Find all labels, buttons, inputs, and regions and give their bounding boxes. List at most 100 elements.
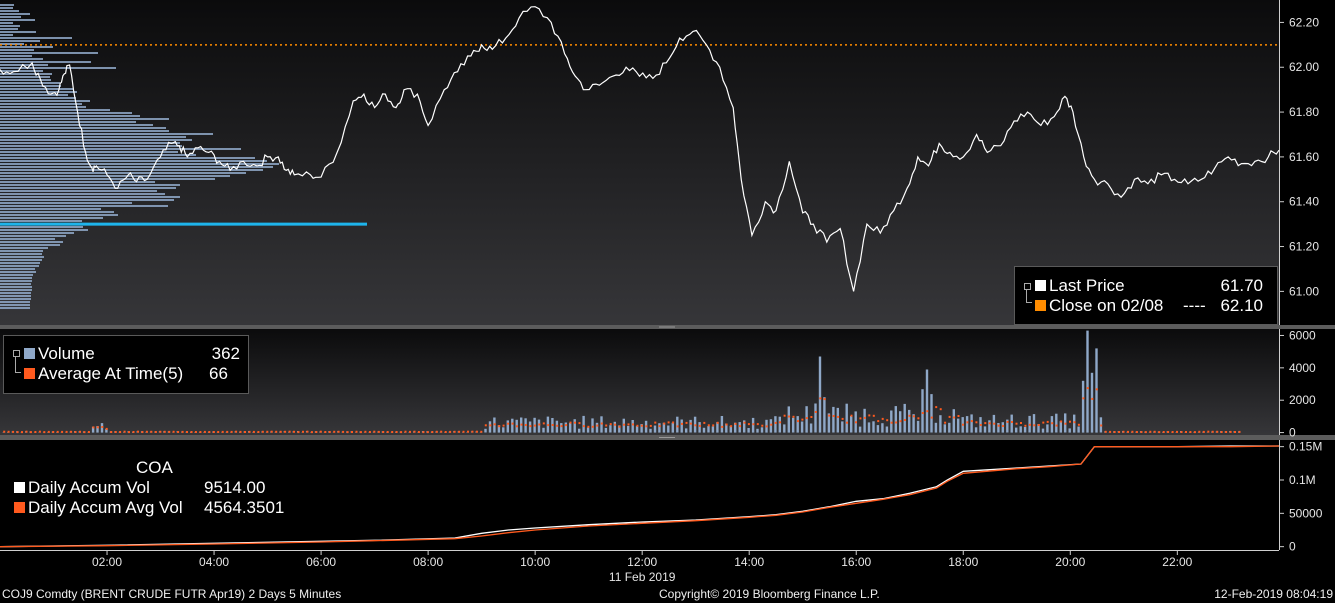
accum-legend[interactable]: COA Daily Accum Vol 9514.00 Daily Accum … (14, 456, 314, 518)
volume-bar (653, 425, 657, 433)
x-tick-label: 10:00 (520, 555, 550, 569)
profile-bar (0, 100, 90, 102)
volume-bar (734, 422, 737, 433)
avg-dot (1176, 430, 1178, 433)
avg-dot (1028, 423, 1031, 426)
avg-dot (208, 431, 211, 433)
profile-bar (0, 112, 132, 114)
avg-dot (676, 425, 679, 428)
legend-close[interactable]: Close on 02/08 (1035, 296, 1163, 316)
profile-bar (0, 166, 273, 168)
avg-dot (685, 421, 688, 424)
avg-dot (1122, 430, 1125, 433)
avg-dot (302, 430, 304, 433)
profile-bar (0, 241, 63, 243)
legend-daily-accum[interactable]: Daily Accum Vol (14, 478, 150, 498)
avg-dot (132, 431, 135, 433)
avg-dot (12, 430, 15, 433)
legend-avg-at-time[interactable]: Average At Time(5) (24, 364, 183, 384)
volume-bar (729, 425, 732, 433)
avg-dot (498, 425, 501, 428)
avg-dot (1225, 431, 1228, 433)
avg-dot (814, 411, 817, 413)
accum-y-tick-label: 0.1M (1289, 473, 1316, 487)
legend-volume[interactable]: Volume (24, 344, 95, 364)
legend-collapse-toggle[interactable] (1024, 283, 1031, 290)
daily-accum-avg-value: 4564.3501 (204, 498, 285, 517)
avg-dot (863, 416, 866, 419)
profile-bar (0, 52, 98, 54)
volume-bar (662, 422, 666, 433)
price-y-tick-label: 61.40 (1289, 195, 1319, 209)
avg-dot (43, 431, 46, 434)
avg-dot (382, 431, 385, 433)
x-tick-label: 06:00 (306, 555, 336, 569)
avg-dot (667, 421, 670, 424)
avg-dot (627, 423, 630, 426)
avg-dot (645, 425, 648, 428)
avg-dot (944, 421, 947, 424)
volume-bar (881, 423, 884, 433)
avg-dot (409, 430, 411, 433)
avg-dot (1060, 420, 1063, 423)
avg-dot (52, 431, 55, 433)
avg-dot (618, 425, 621, 428)
volume-bar (578, 428, 581, 433)
volume-bar (511, 418, 514, 433)
profile-bar (0, 94, 68, 96)
avg-dot (917, 417, 920, 420)
volume-y-tick-label: 6000 (1289, 328, 1316, 342)
avg-dot (1109, 430, 1112, 433)
x-tick-label: 12:00 (627, 555, 657, 569)
volume-bar (658, 423, 661, 433)
avg-dot (979, 424, 982, 426)
volume-bar (974, 427, 978, 433)
avg-dot (1149, 430, 1152, 433)
volume-bar (925, 369, 929, 433)
avg-dot (556, 424, 559, 427)
volume-bar (1086, 330, 1089, 433)
volume-bar (560, 423, 563, 433)
volume-bar (747, 428, 750, 433)
avg-dot (516, 425, 518, 428)
volume-legend[interactable]: Volume 362 Average At Time(5) 66 (3, 335, 249, 394)
price-line (0, 6, 1280, 292)
volume-tree-connector (15, 357, 21, 373)
profile-bar (0, 70, 43, 72)
avg-dot (114, 431, 117, 433)
legend-last-price[interactable]: Last Price (1035, 276, 1125, 296)
profile-bar (0, 256, 44, 258)
volume-bar (930, 394, 933, 433)
volume-bar (1068, 428, 1071, 433)
avg-dot (489, 424, 492, 427)
avg-dot (150, 430, 153, 433)
avg-dot (872, 414, 875, 417)
avg-dot (252, 430, 255, 433)
profile-bar (0, 28, 18, 30)
price-series-layer (0, 6, 1280, 292)
volume-bar (814, 403, 817, 433)
avg-dot (1158, 431, 1161, 434)
volume-bar (1077, 426, 1080, 433)
avg-dot (159, 430, 162, 433)
profile-bar (0, 4, 14, 6)
profile-bar (0, 49, 34, 51)
avg-dot (1140, 431, 1143, 433)
avg-dot (542, 422, 545, 425)
close-value: 62.10 (1220, 296, 1263, 315)
profile-bar (0, 187, 176, 189)
profile-bar (0, 193, 165, 195)
profile-bar (0, 202, 132, 204)
avg-dot (707, 424, 710, 427)
volume-profile (0, 4, 367, 309)
price-legend[interactable]: Last Price 61.70 Close on 02/08 ---- 62.… (1014, 266, 1278, 325)
volume-legend-toggle[interactable] (13, 350, 20, 357)
legend-daily-accum-avg[interactable]: Daily Accum Avg Vol (14, 498, 183, 518)
avg-dot (774, 421, 777, 424)
avg-dot (565, 424, 568, 427)
avg-dot (975, 421, 978, 424)
profile-bar (0, 82, 60, 84)
avg-dot (154, 431, 157, 433)
profile-bar (0, 103, 82, 105)
avg-dot (128, 431, 130, 434)
